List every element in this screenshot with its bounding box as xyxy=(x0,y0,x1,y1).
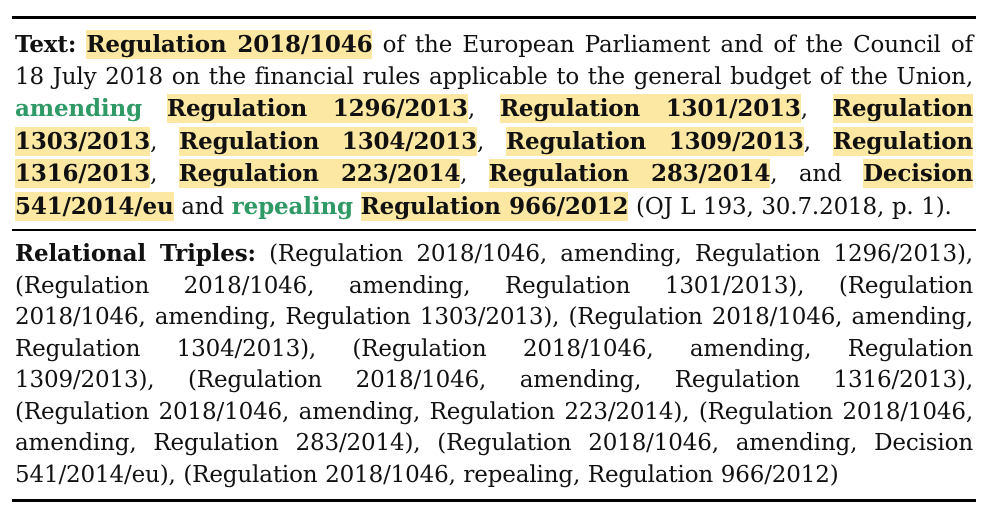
entity-highlight: Regulation 966/2012 xyxy=(360,191,629,221)
triples-block: Relational Triples: (Regulation 2018/104… xyxy=(12,238,976,491)
entity-highlight: Regulation 283/2014 xyxy=(488,159,771,188)
triple-item: (Regulation 2018/1046, amending, Regulat… xyxy=(187,367,966,393)
triple-item: (Regulation 2018/1046, amending, Regulat… xyxy=(15,398,974,457)
triple-item: (Regulation 2018/1046, amending, Decisio… xyxy=(15,430,973,488)
top-rule xyxy=(12,16,976,19)
triple-item: (Regulation 2018/1046, amending, Regulat… xyxy=(15,272,973,331)
triple-item: (Regulation 2018/1046, amending, Regulat… xyxy=(15,272,798,299)
text-plain-segment: of the European Parliament and of the Co… xyxy=(15,32,973,90)
text-plain-segment xyxy=(353,194,361,220)
text-body: Regulation 2018/1046 of the European Par… xyxy=(15,30,973,221)
example-figure: Text: Regulation 2018/1046 of the Europe… xyxy=(12,16,976,502)
entity-highlight: Regulation 223/2014 xyxy=(178,159,461,188)
entity-highlight: Regulation 1301/2013 xyxy=(499,94,801,123)
entity-highlight: Regulation 1296/2013 xyxy=(166,94,468,123)
triples-label: Relational Triples: xyxy=(15,240,256,267)
text-plain-segment: , xyxy=(800,96,833,122)
text-plain-segment: and xyxy=(173,193,232,220)
entity-highlight: Regulation 1304/2013 xyxy=(179,126,477,156)
text-plain-segment: , xyxy=(150,161,179,187)
text-plain-segment: , and xyxy=(770,161,864,187)
text-plain-segment: , xyxy=(467,96,500,122)
text-plain-segment: (OJ L 193, 30.7.2018, p. 1). xyxy=(628,193,952,220)
triple-item: (Regulation 2018/1046, amending, Regulat… xyxy=(269,241,966,267)
triple-item: (Regulation 2018/1046, amending, Regulat… xyxy=(15,304,974,362)
text-plain-segment: , xyxy=(150,128,180,155)
bottom-rule xyxy=(12,499,976,502)
triple-item: (Regulation 2018/1046, amending, Regulat… xyxy=(15,335,973,394)
triples-list: (Regulation 2018/1046, amending, Regulat… xyxy=(15,241,974,488)
triple-item: (Regulation 2018/1046, amending, Regulat… xyxy=(15,398,683,425)
text-plain-segment: , xyxy=(460,161,489,187)
relation-word: repealing xyxy=(231,192,353,220)
text-plain-segment: , xyxy=(803,128,833,155)
entity-highlight: Regulation 2018/1046 xyxy=(86,30,373,59)
text-label: Text: xyxy=(15,31,77,58)
middle-rule xyxy=(12,229,976,231)
relation-word: amending xyxy=(15,95,143,122)
triple-item: (Regulation 2018/1046, repealing, Regula… xyxy=(183,461,839,488)
entity-highlight: Regulation 1309/2013 xyxy=(506,126,804,156)
text-plain-segment xyxy=(142,96,167,122)
text-block: Text: Regulation 2018/1046 of the Europe… xyxy=(12,29,976,223)
text-plain-segment: , xyxy=(476,128,506,155)
